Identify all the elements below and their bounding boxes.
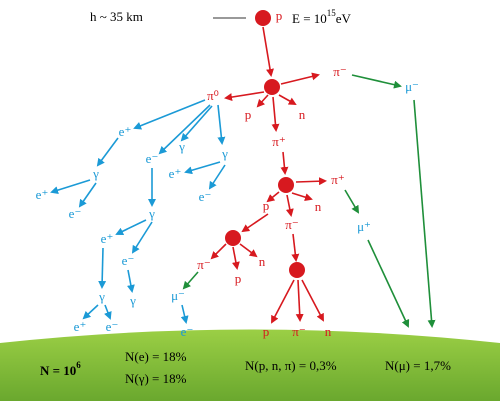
particle-label: e⁺: [36, 187, 49, 202]
arrow: [291, 192, 313, 202]
arrow: [291, 233, 300, 262]
total-count: N = 106: [40, 360, 81, 378]
arrow: [231, 246, 240, 270]
particle-label: n: [259, 254, 266, 269]
arrow: [104, 304, 112, 320]
particle-label: e⁻: [106, 319, 119, 334]
particle-label: γ: [98, 289, 105, 304]
particle-label: π⁺: [272, 134, 285, 149]
arrow: [367, 239, 410, 328]
particle-label: n: [299, 107, 306, 122]
particle-label: γ: [129, 293, 136, 308]
particle-label: p: [263, 324, 270, 339]
interaction-node: [264, 79, 280, 95]
particle-label: μ⁻: [171, 288, 185, 303]
arrow: [285, 194, 294, 217]
arrow: [133, 99, 206, 130]
arrow: [78, 182, 97, 208]
arrow: [262, 26, 274, 77]
interaction-node: [278, 177, 294, 193]
particle-label: p: [276, 8, 283, 23]
arrow: [210, 243, 227, 260]
interaction-node: [289, 262, 305, 278]
arrow: [413, 99, 436, 328]
particle-label: p: [263, 198, 270, 213]
particle-label: μ⁻: [405, 79, 419, 94]
arrow: [271, 279, 295, 324]
particle-label: p: [245, 107, 252, 122]
arrow: [280, 151, 289, 175]
particle-label: p: [235, 271, 242, 286]
particle-label: γ: [221, 146, 228, 161]
arrow: [82, 304, 99, 320]
arrow: [98, 247, 107, 289]
particle-label: γ: [178, 139, 185, 154]
ground: [0, 329, 500, 401]
arrow: [158, 104, 211, 155]
arrow: [278, 94, 297, 105]
arrow: [180, 304, 189, 324]
arrow: [180, 105, 213, 142]
arrow: [182, 271, 199, 290]
arrow: [266, 191, 280, 203]
arrow: [50, 179, 91, 195]
arrow: [271, 96, 280, 132]
arrow: [217, 104, 226, 145]
particle-label: π⁰: [207, 88, 219, 103]
electron-share: N(e) = 18%: [125, 349, 187, 364]
gamma-share: N(γ) = 18%: [125, 371, 187, 386]
particle-label: e⁻: [199, 189, 212, 204]
muon-share: N(μ) = 1,7%: [385, 358, 451, 373]
energy-label: E = 1015eV: [292, 8, 352, 26]
particle-label: e⁻: [69, 206, 82, 221]
particle-label: e⁺: [74, 319, 87, 334]
arrow: [256, 94, 269, 108]
arrow: [239, 243, 258, 258]
particle-label: γ: [148, 206, 155, 221]
interaction-node: [255, 10, 271, 26]
particle-label: μ⁺: [357, 219, 371, 234]
arrow: [131, 221, 153, 254]
particle-label: e⁻: [181, 324, 194, 339]
particle-label: e⁻: [122, 253, 135, 268]
arrow: [351, 74, 402, 89]
arrow: [241, 213, 269, 233]
arrow: [344, 189, 360, 214]
height-label: h ~ 35 km: [90, 9, 143, 24]
hadron-share: N(p, n, π) = 0,3%: [245, 358, 337, 373]
arrow: [208, 164, 226, 190]
particle-label: n: [315, 199, 322, 214]
particle-label: π⁻: [333, 64, 346, 79]
arrow: [301, 279, 324, 322]
particle-label: π⁻: [292, 324, 305, 339]
arrow: [295, 279, 304, 322]
particle-label: n: [325, 324, 332, 339]
particle-label: π⁻: [197, 257, 210, 272]
particle-label: e⁻: [146, 151, 159, 166]
particle-label: e⁺: [101, 231, 114, 246]
arrow: [184, 161, 221, 175]
arrow: [126, 269, 135, 293]
arrow: [295, 177, 327, 186]
particle-label: γ: [92, 166, 99, 181]
particle-label: e⁺: [119, 124, 132, 139]
interaction-node: [225, 230, 241, 246]
arrow: [280, 72, 320, 85]
particle-label: e⁺: [169, 166, 182, 181]
arrow: [96, 137, 119, 167]
particle-label: π⁺: [331, 172, 344, 187]
arrow: [224, 91, 265, 102]
arrow: [115, 219, 147, 235]
particle-label: π⁻: [285, 217, 298, 232]
